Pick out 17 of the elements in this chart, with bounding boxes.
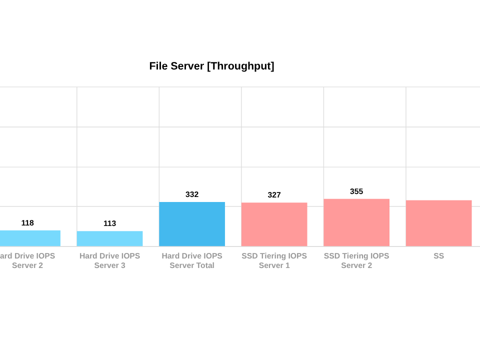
data-label: 327 [268, 190, 282, 200]
bar [76, 231, 143, 246]
data-label: 118 [21, 218, 35, 228]
data-label: 355 [350, 186, 364, 196]
data-label: 332 [186, 190, 200, 199]
x-tick-label: Hard Drive IOPS Server Total [162, 252, 222, 270]
x-tick-label: SSD Tiering IOPS Server 2 [324, 252, 390, 270]
x-tick-label: SS [434, 252, 444, 261]
bar [241, 202, 308, 246]
data-label: 113 [103, 219, 117, 228]
chart-title: File Server [Throughput] [149, 60, 274, 72]
bar [159, 202, 225, 246]
x-tick-label: Hard Drive IOPS Server 3 [79, 252, 140, 270]
x-tick-label: SSD Tiering IOPS Server 1 [242, 252, 308, 270]
x-tick-label: ard Drive IOPS Server 2 [0, 252, 56, 270]
bar [406, 200, 472, 246]
bar [324, 198, 390, 246]
